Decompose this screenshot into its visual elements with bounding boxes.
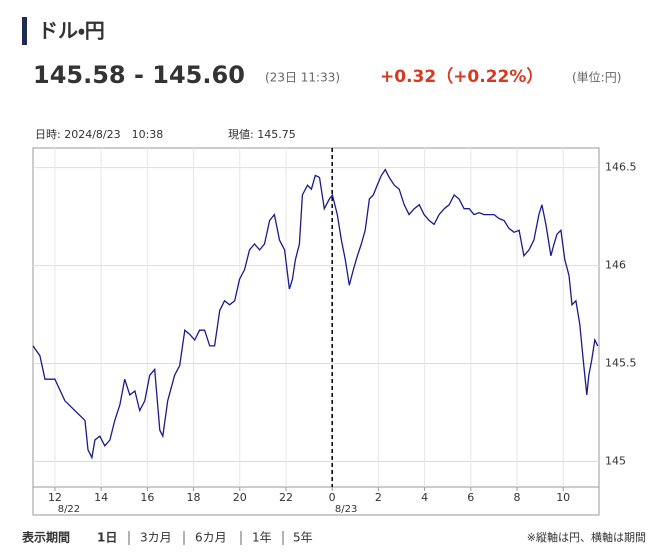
note: ※縦軸は円、横軸は期間 xyxy=(527,530,646,544)
period-option[interactable]: 6カ月 xyxy=(195,531,227,545)
x-tick-label: 20 xyxy=(233,491,247,504)
y-tick-label: 146.5 xyxy=(605,161,637,174)
x-tick-label: 22 xyxy=(279,491,293,504)
date-label: 8/23 xyxy=(335,504,357,515)
price-time: (23日 11:33) xyxy=(265,71,340,85)
x-tick-label: 0 xyxy=(329,491,336,504)
unit: (単位:円) xyxy=(572,71,621,85)
price-change: +0.32（+0.22%） xyxy=(380,66,543,87)
y-tick-label: 146 xyxy=(605,259,626,272)
plot-frame xyxy=(32,147,600,488)
x-tick-label: 2 xyxy=(375,491,382,504)
title: ドル・円 xyxy=(38,19,105,43)
x-tick-label: 14 xyxy=(94,491,108,504)
title-accent xyxy=(22,17,27,45)
y-tick-label: 145.5 xyxy=(605,357,637,370)
period-option[interactable]: 3カ月 xyxy=(140,531,172,545)
info-value: 現値: 145.75 xyxy=(228,128,296,141)
x-tick-label: 12 xyxy=(48,491,62,504)
period-label: 表示期間 xyxy=(21,530,70,545)
period-option[interactable]: 1日 xyxy=(97,531,117,545)
x-tick-label: 18 xyxy=(187,491,201,504)
date-label: 8/22 xyxy=(58,504,80,515)
x-tick-label: 8 xyxy=(513,491,520,504)
x-axis-band xyxy=(32,486,600,516)
price-line xyxy=(32,168,599,460)
period-option[interactable]: 5年 xyxy=(293,531,313,545)
x-tick-label: 16 xyxy=(140,491,154,504)
x-tick-label: 6 xyxy=(467,491,474,504)
x-tick-label: 4 xyxy=(421,491,428,504)
y-tick-label: 145 xyxy=(605,455,626,468)
x-tick-label: 10 xyxy=(556,491,570,504)
price: 145.58 - 145.60 xyxy=(33,61,245,89)
period-option[interactable]: 1年 xyxy=(252,531,272,545)
info-time: 日時: 2024/8/23 10:38 xyxy=(35,128,163,141)
